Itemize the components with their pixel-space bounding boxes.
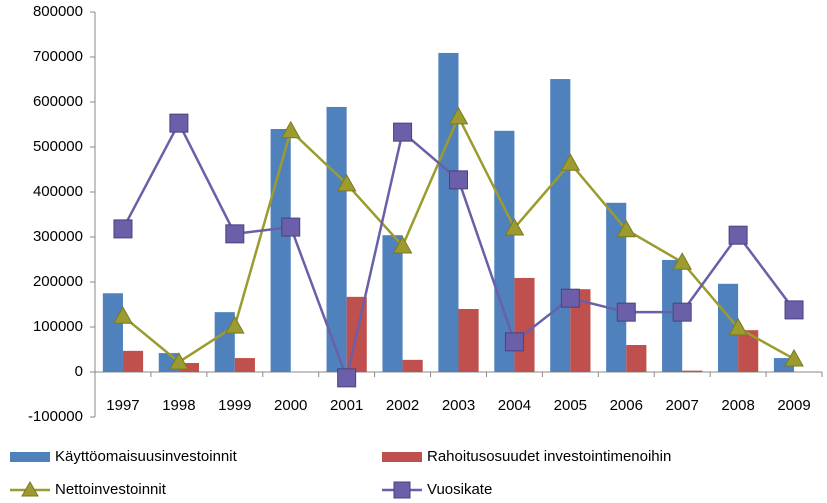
point [224,316,245,334]
legend-label: Nettoinvestoinnit [55,481,167,498]
legend-marker [393,481,411,499]
bar [494,130,515,372]
x-tick-label: 2003 [442,397,475,414]
y-tick-label: 100000 [33,318,83,335]
x-tick-label: 2000 [274,397,307,414]
bar [402,359,423,372]
point [449,170,468,190]
bar [234,358,255,372]
x-tick-label: 2007 [666,397,699,414]
point [672,302,692,322]
bar [570,289,591,372]
x-tick-label: 2005 [554,397,587,414]
point [225,224,245,244]
legend-swatch [10,452,50,462]
y-tick-label: 600000 [33,93,83,110]
bar [606,202,627,372]
y-tick-label: 200000 [33,273,83,290]
point [560,288,580,308]
y-tick-label: -100000 [28,408,83,425]
bar [626,345,647,372]
point [169,113,189,133]
bar [438,52,459,372]
point [784,300,804,320]
x-tick-label: 2008 [721,397,754,414]
legend-label: Rahoitusosuudet investointimenoihin [427,448,671,465]
y-tick-label: 0 [75,363,83,380]
x-tick-label: 2004 [498,397,531,414]
point [728,225,748,245]
bar [458,309,479,372]
bar [326,106,347,372]
bar [514,277,535,372]
y-tick-label: 400000 [33,183,83,200]
y-tick-label: 300000 [33,228,83,245]
x-tick-label: 1998 [162,397,195,414]
y-tick-label: 800000 [33,3,83,20]
bar [270,129,291,372]
point [504,217,525,236]
bar [738,330,759,372]
bar [178,363,200,372]
y-tick-label: 700000 [33,48,83,65]
x-tick-label: 2009 [777,397,810,414]
bar [122,350,144,372]
point [672,252,693,270]
x-tick-label: 1999 [218,397,251,414]
point [616,219,637,238]
point [280,120,301,139]
x-tick-label: 2001 [330,397,363,414]
x-tick-label: 2006 [610,397,643,414]
legend-label: Vuosikate [427,481,492,498]
legend-marker [21,480,39,497]
point [336,173,357,192]
bar [550,79,571,373]
point [113,219,133,239]
point [337,368,357,388]
point [504,332,524,352]
bar [717,283,739,372]
x-tick-label: 2002 [386,397,419,414]
bar [214,312,235,372]
x-tick-label: 1997 [106,397,139,414]
point [169,352,189,370]
legend-swatch [382,452,422,462]
point [393,122,413,142]
point [113,306,133,324]
point [784,348,804,367]
bar [382,235,403,372]
point [392,235,413,254]
point [448,106,469,125]
y-tick-label: 500000 [33,138,83,155]
bar [682,370,703,372]
legend-label: Käyttöomaisuusinvestoinnit [55,448,238,465]
bar [102,293,123,372]
bar [662,259,683,372]
point [616,302,636,322]
point [560,153,581,171]
point [728,317,748,336]
point [281,217,301,237]
